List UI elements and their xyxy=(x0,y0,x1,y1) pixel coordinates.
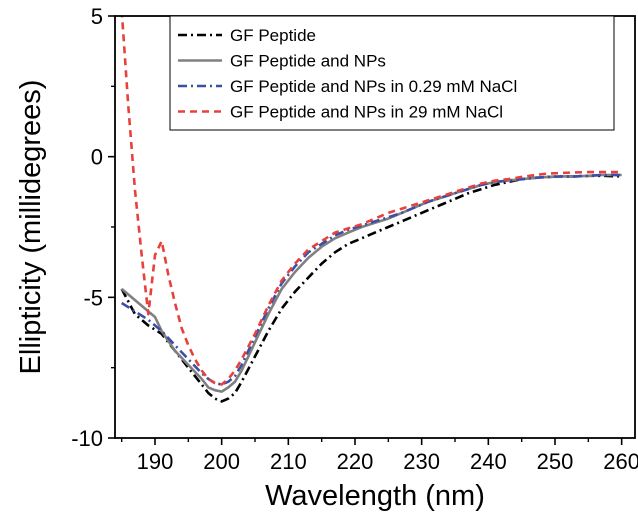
y-tick-label: 5 xyxy=(91,4,103,29)
x-tick-label: 210 xyxy=(270,449,307,474)
legend-box xyxy=(169,15,615,131)
y-tick-label: -10 xyxy=(71,426,103,451)
x-tick-label: 250 xyxy=(537,449,574,474)
legend-label-1: GF Peptide xyxy=(230,26,316,45)
series-line-4 xyxy=(120,16,622,386)
y-axis-title: Ellipticity (millidegrees) xyxy=(15,80,47,375)
plot-lines xyxy=(120,16,622,403)
x-tick-label: 200 xyxy=(203,449,240,474)
y-axis-ticks: -10 -5 0 5 xyxy=(71,4,115,451)
x-tick-label: 240 xyxy=(470,449,507,474)
x-axis-title: Wavelength (nm) xyxy=(265,480,485,512)
y-tick-label: 0 xyxy=(91,145,103,170)
series-line-2 xyxy=(120,173,622,393)
x-tick-label: 260 xyxy=(603,449,638,474)
x-tick-label: 190 xyxy=(137,449,174,474)
legend-label-2: GF Peptide and NPs xyxy=(230,52,386,71)
x-axis-ticks: 190 200 210 220 230 240 250 260 xyxy=(120,438,638,474)
x-tick-label: 220 xyxy=(337,449,374,474)
x-tick-label: 230 xyxy=(403,449,440,474)
series-line-3 xyxy=(121,173,622,386)
series-line-1 xyxy=(120,174,622,403)
legend: GF Peptide GF Peptide and NPs GF Peptide a… xyxy=(169,15,615,131)
legend-label-3: GF Peptide and NPs in 0.29 mM NaCl xyxy=(230,77,517,96)
legend-label-4: GF Peptide and NPs in 29 mM NaCl xyxy=(230,103,503,122)
y-tick-label: -5 xyxy=(83,285,103,310)
